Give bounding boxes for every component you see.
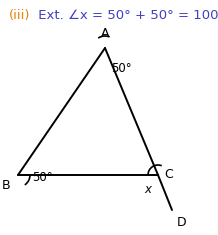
Text: A: A bbox=[101, 27, 109, 40]
Text: Ext. ∠x = 50° + 50° = 100°: Ext. ∠x = 50° + 50° = 100° bbox=[34, 9, 218, 22]
Text: C: C bbox=[164, 168, 173, 181]
Text: x: x bbox=[145, 183, 152, 196]
Text: 50°: 50° bbox=[32, 171, 53, 184]
Text: (iii): (iii) bbox=[9, 9, 30, 22]
Text: B: B bbox=[1, 179, 10, 192]
Text: 50°: 50° bbox=[111, 62, 132, 75]
Text: D: D bbox=[177, 216, 187, 229]
